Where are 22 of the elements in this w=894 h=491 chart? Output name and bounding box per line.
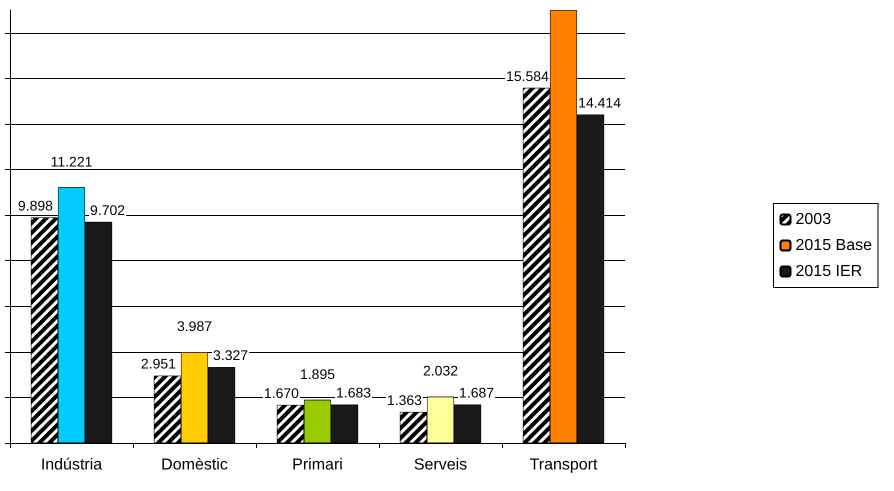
data-label: 2.951 bbox=[140, 356, 176, 372]
legend-label: 2003 bbox=[795, 211, 832, 228]
data-label: 1.670 bbox=[264, 384, 300, 401]
data-label: 2.032 bbox=[422, 362, 458, 379]
x-tick-label: Transport bbox=[530, 456, 598, 474]
data-label: 1.687 bbox=[459, 384, 494, 401]
x-tick-label: Primari bbox=[292, 456, 343, 474]
data-label: 15.584 bbox=[506, 68, 550, 84]
data-label: 9.898 bbox=[18, 197, 54, 214]
data-label: 1.363 bbox=[386, 392, 422, 408]
data-label: 9.702 bbox=[90, 202, 126, 218]
data-label: 11.221 bbox=[50, 153, 93, 170]
x-tick-label: Indústria bbox=[40, 456, 102, 474]
data-label: 3.987 bbox=[176, 318, 212, 334]
x-tick-label: Domèstic bbox=[161, 456, 228, 474]
legend-label: 2015 IER bbox=[795, 263, 862, 280]
data-label: 3.327 bbox=[213, 347, 248, 364]
data-label: 1.895 bbox=[300, 366, 336, 382]
legend-label: 2015 Base bbox=[795, 237, 872, 254]
data-label: 14.414 bbox=[578, 94, 622, 111]
x-tick-label: Serveis bbox=[414, 456, 468, 474]
data-label: 1.683 bbox=[336, 384, 372, 401]
